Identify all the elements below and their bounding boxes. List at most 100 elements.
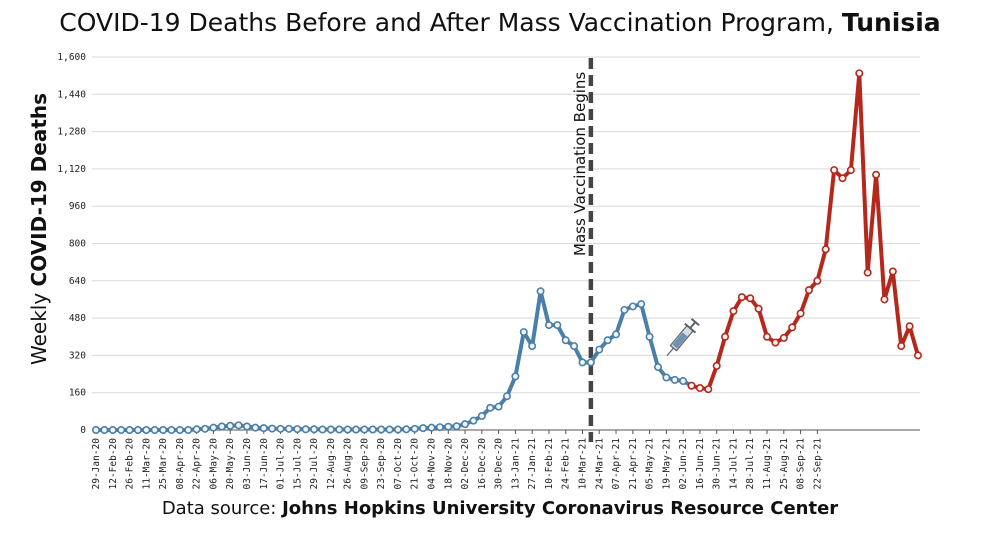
data-point: [352, 425, 361, 434]
x-tick-label: 03-Jun-20: [242, 438, 253, 490]
data-point: [494, 402, 503, 411]
x-tick-label: 26-Feb-20: [125, 438, 136, 490]
data-point: [872, 170, 881, 179]
series-line-0: [96, 289, 693, 432]
x-tick-label: 25-Aug-21: [779, 438, 790, 490]
data-point: [670, 375, 679, 384]
data-point: [897, 342, 906, 351]
vaccination-label: Mass Vaccination Begins: [571, 72, 589, 256]
data-point: [737, 293, 746, 302]
chart-title: COVID-19 Deaths Before and After Mass Va…: [0, 8, 1000, 37]
data-point: [133, 425, 142, 434]
data-point: [855, 69, 864, 78]
x-tick-label: 16-Dec-20: [477, 438, 488, 490]
data-point: [477, 412, 486, 421]
x-tick-label: 20-May-20: [225, 438, 236, 490]
y-tick-label: 480: [69, 313, 86, 324]
data-point: [704, 385, 713, 394]
chart-title-country: Tunisia: [841, 8, 941, 37]
y-axis-label: Weekly COVID-19 Deaths: [27, 93, 51, 365]
x-tick-label: 14-Jul-21: [728, 438, 739, 490]
data-point: [679, 377, 688, 386]
data-point: [469, 416, 478, 425]
data-point: [284, 424, 293, 433]
data-point: [846, 166, 855, 175]
y-tick-label: 1,600: [57, 52, 86, 63]
x-tick-label: 30-Dec-20: [494, 438, 505, 490]
data-point: [234, 421, 243, 430]
data-point: [712, 361, 721, 370]
x-tick-label: 18-Nov-20: [443, 438, 454, 490]
data-point: [108, 425, 117, 434]
x-tick-label: 21-Oct-20: [410, 438, 421, 490]
data-point: [645, 332, 654, 341]
data-source-prefix: Data source:: [161, 498, 283, 519]
data-point: [444, 422, 453, 431]
x-tick-label: 11-Aug-21: [762, 438, 773, 490]
data-point: [100, 425, 109, 434]
data-point: [175, 425, 184, 434]
x-tick-label: 28-Jul-21: [745, 438, 756, 490]
y-tick-label: 320: [69, 350, 86, 361]
x-tick-label: 19-May-21: [661, 438, 672, 490]
data-point: [511, 372, 520, 381]
chart-title-text: COVID-19 Deaths Before and After Mass Va…: [59, 8, 842, 37]
data-point: [838, 174, 847, 183]
x-tick-label: 12-Feb-20: [108, 438, 119, 490]
data-point: [880, 295, 889, 304]
syringe-icon: [666, 318, 700, 357]
data-point: [385, 425, 394, 434]
x-tick-label: 10-Feb-21: [544, 438, 555, 490]
x-tick-label: 08-Sep-21: [796, 438, 807, 490]
data-point: [905, 322, 914, 331]
data-point: [142, 425, 151, 434]
data-point: [402, 425, 411, 434]
data-point: [586, 358, 595, 367]
data-point: [117, 425, 126, 434]
data-point: [276, 424, 285, 433]
data-point: [913, 351, 922, 360]
data-point: [301, 425, 310, 434]
data-point: [360, 425, 369, 434]
data-point: [804, 286, 813, 295]
x-tick-label: 09-Sep-20: [359, 438, 370, 490]
gridlines: [92, 56, 920, 431]
data-point: [92, 425, 101, 434]
data-point: [502, 392, 511, 401]
x-tick-label: 30-Jun-21: [712, 438, 723, 490]
x-tick-label: 06-May-20: [208, 438, 219, 490]
data-point: [410, 424, 419, 433]
x-tick-label: 27-Jan-21: [527, 438, 538, 490]
data-point: [452, 422, 461, 431]
data-point: [226, 421, 235, 430]
x-tick-label: 24-Feb-21: [561, 438, 572, 490]
x-tick-label: 05-May-21: [645, 438, 656, 490]
data-point: [628, 302, 637, 311]
data-point: [326, 425, 335, 434]
data-point: [796, 309, 805, 318]
data-point: [335, 425, 344, 434]
x-tick-label: 22-Sep-21: [812, 438, 823, 490]
x-tick-label: 04-Nov-20: [427, 438, 438, 490]
x-tick-label: 17-Jun-20: [259, 438, 270, 490]
data-point: [779, 333, 788, 342]
data-point: [746, 294, 755, 303]
series-line-1: [690, 71, 920, 392]
data-point: [553, 321, 562, 330]
data-point: [242, 422, 251, 431]
data-point: [637, 300, 646, 309]
data-point: [536, 287, 545, 296]
data-point: [259, 424, 268, 433]
data-point: [419, 424, 428, 433]
data-point: [343, 425, 352, 434]
x-tick-label: 26-Aug-20: [343, 438, 354, 490]
data-point: [393, 425, 402, 434]
x-tick-label: 22-Apr-20: [192, 438, 203, 490]
data-point: [612, 330, 621, 339]
data-point: [595, 345, 604, 354]
y-axis-label-prefix: Weekly: [27, 286, 51, 365]
x-tick-label: 07-Oct-20: [393, 438, 404, 490]
x-tick-label: 15-Jul-20: [292, 438, 303, 490]
data-point: [620, 305, 629, 314]
